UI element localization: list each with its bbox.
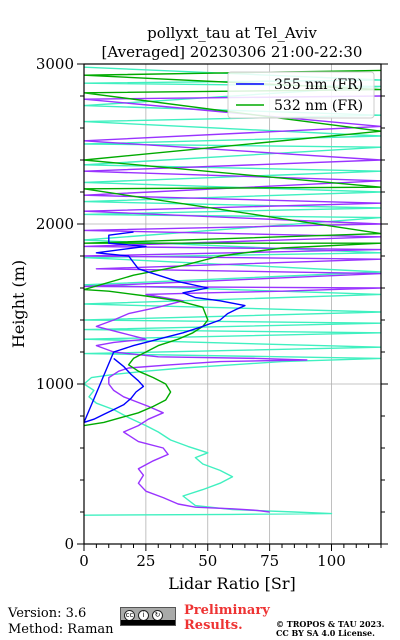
chart-subtitle: [Averaged] 20230306 21:00-22:30 [102, 43, 363, 61]
y-tick-label: 1000 [36, 375, 74, 393]
y-tick-label: 0 [64, 535, 74, 553]
cc-badge-strip [121, 620, 175, 625]
legend-box [227, 71, 375, 119]
version-text: Version: 3.6 [8, 606, 87, 621]
series-line-0 [84, 231, 246, 424]
legend: 355 nm (FR) 532 nm (FR) [227, 71, 375, 119]
x-tick-label: 25 [136, 552, 155, 570]
x-tick-label: 75 [260, 552, 279, 570]
chart-title: pollyxt_tau at Tel_Aviv [147, 24, 317, 42]
preliminary-results-note: Preliminary Results. [184, 603, 270, 633]
x-axis-label: Lidar Ratio [Sr] [168, 574, 296, 593]
copyright-line-1: © TROPOS & TAU 2023. [276, 619, 385, 629]
cc-license-badge: cc i ↻ [120, 607, 176, 626]
x-tick-label: 100 [317, 552, 346, 570]
x-tick-label: 50 [198, 552, 217, 570]
copyright-note: © TROPOS & TAU 2023. CC BY SA 4.0 Licens… [276, 620, 384, 638]
preliminary-line-2: Results. [184, 618, 243, 633]
series-group [84, 66, 381, 516]
y-axis-label: Height (m) [9, 260, 28, 348]
copyright-line-2: CC BY SA 4.0 License. [276, 628, 375, 638]
legend-label-355: 355 nm (FR) [274, 77, 363, 93]
legend-label-532: 532 nm (FR) [274, 98, 363, 114]
series-line-2 [84, 95, 381, 513]
x-tick-label: 0 [79, 552, 89, 570]
series-line-3 [84, 66, 381, 516]
preliminary-line-1: Preliminary [184, 603, 270, 618]
y-tick-label: 3000 [36, 55, 74, 73]
y-tick-label: 2000 [36, 215, 74, 233]
method-text: Method: Raman [8, 622, 114, 637]
series-line-1 [84, 69, 381, 427]
